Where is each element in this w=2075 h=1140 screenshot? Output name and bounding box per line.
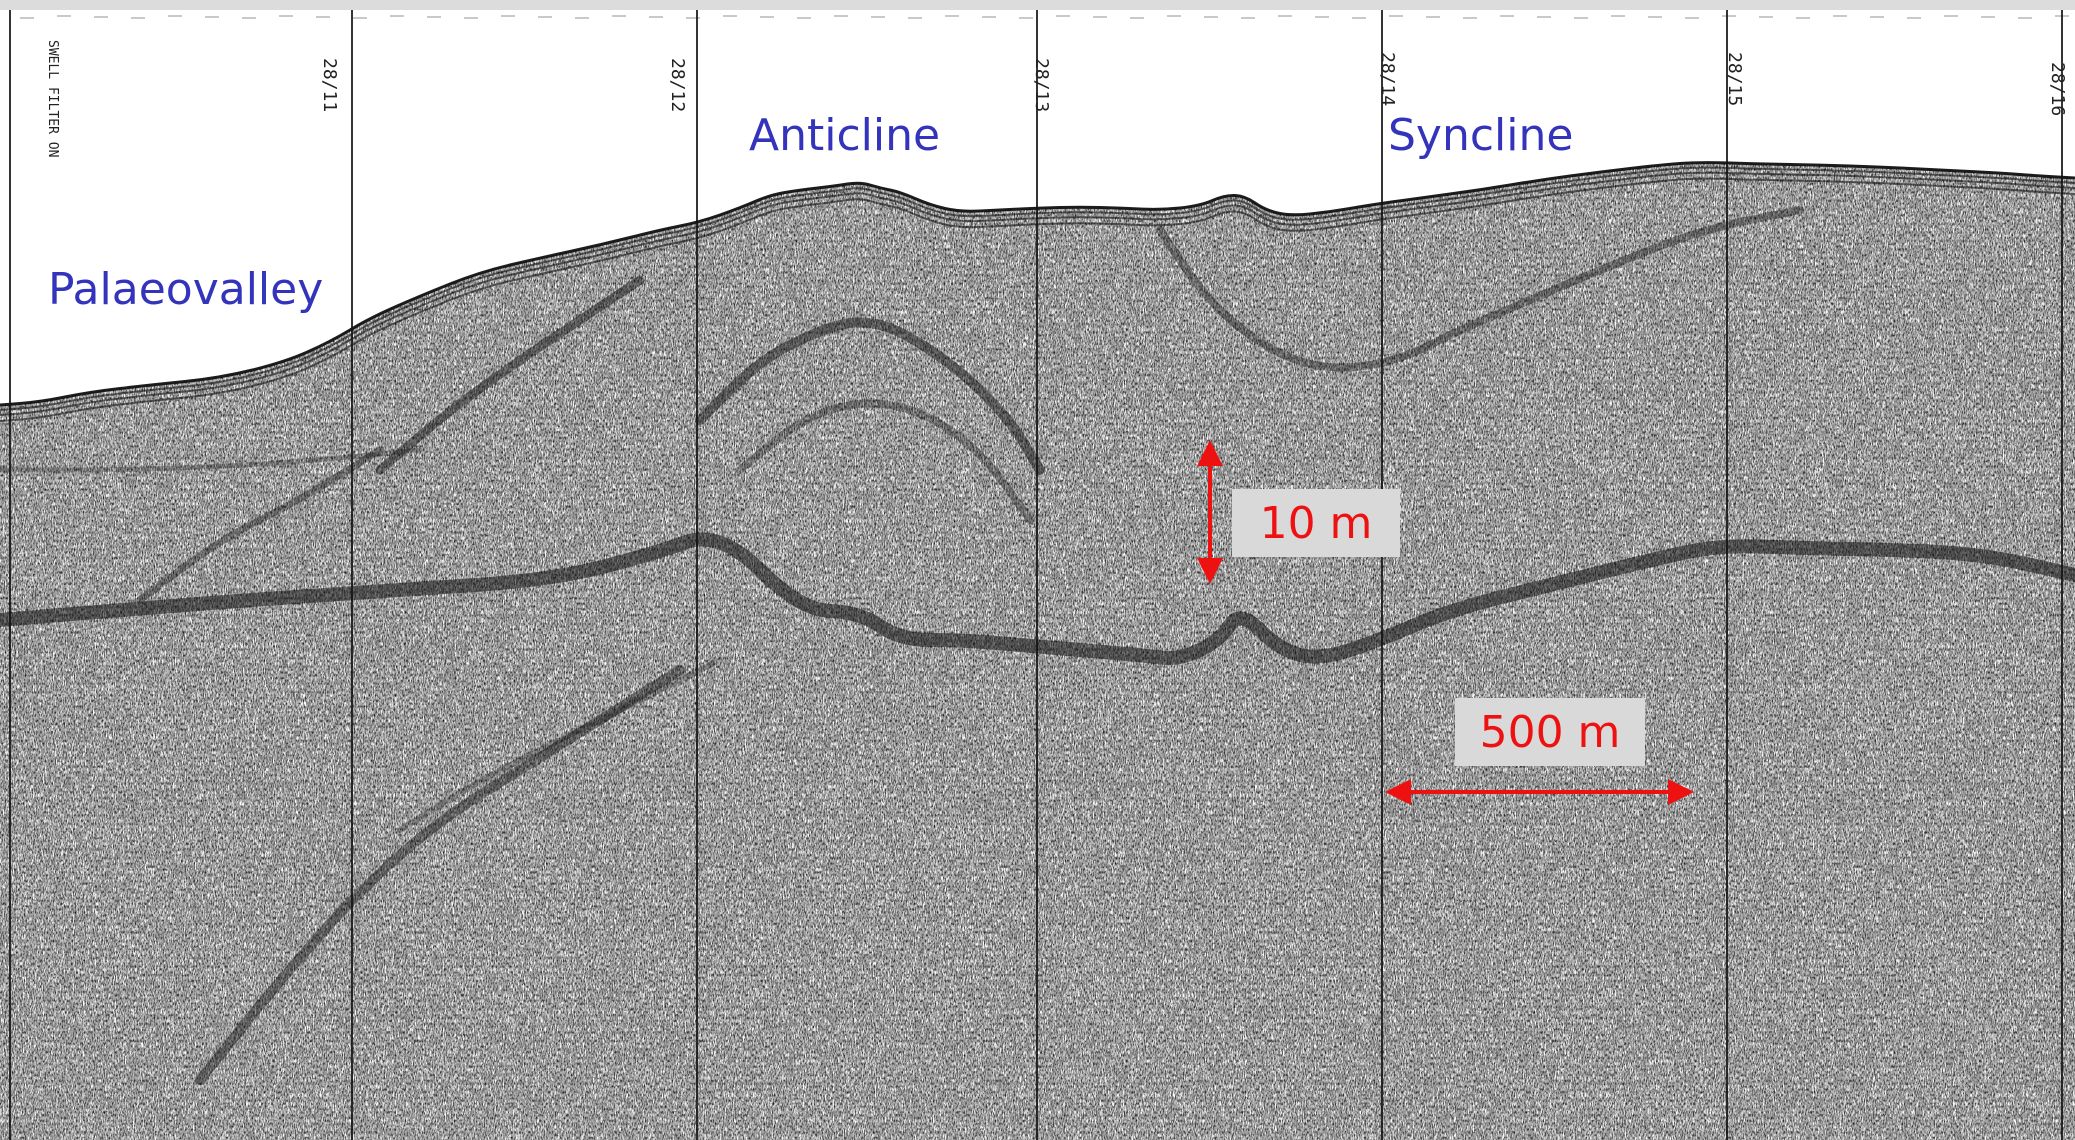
seabed-reflector-line xyxy=(0,161,2075,407)
seabed-reflector-line xyxy=(0,166,2075,411)
reflector-horizon xyxy=(136,446,384,604)
syncline-label: Syncline xyxy=(1388,110,1574,161)
reflector-horizon xyxy=(695,317,1045,475)
seabed-reflector xyxy=(0,161,2075,422)
fix-mark-label: 28/16 xyxy=(2047,62,2068,117)
reflectors xyxy=(0,206,2075,1085)
seabed-reflector-line xyxy=(0,171,2075,416)
fix-mark-label: 28/14 xyxy=(1377,52,1398,107)
fix-mark-label: 28/11 xyxy=(319,58,340,113)
fix-lines xyxy=(9,10,2063,1140)
reflector-horizon xyxy=(195,665,685,1085)
horizontal-scale-label: 500 m xyxy=(1455,698,1645,766)
palaeovalley-label: Palaeovalley xyxy=(48,264,324,315)
reflector-horizon xyxy=(0,532,2075,665)
reflector-horizon xyxy=(375,275,645,475)
vertical-scale-arrow xyxy=(1197,440,1223,584)
fix-mark-label: 28/12 xyxy=(667,58,688,113)
reflector-horizon xyxy=(0,447,423,473)
fix-mark-label: 28/13 xyxy=(1031,58,1052,113)
anticline-label: Anticline xyxy=(749,110,941,161)
vertical-scale-text: 10 m xyxy=(1259,497,1373,549)
reflector-horizon xyxy=(397,657,723,833)
record-note: SWELL FILTER ON xyxy=(45,40,60,158)
top-strip-ticks xyxy=(20,15,2069,19)
fix-mark-label: 28/15 xyxy=(1724,52,1745,107)
horizontal-scale-text: 500 m xyxy=(1479,706,1621,758)
seabed-reflector-line xyxy=(0,177,2075,422)
horizontal-scale-arrow xyxy=(1385,779,1694,805)
top-strip xyxy=(0,0,2075,10)
reflector-horizon xyxy=(1156,206,1804,372)
vertical-scale-label: 10 m xyxy=(1232,489,1400,557)
reflector-horizon xyxy=(736,399,1034,524)
